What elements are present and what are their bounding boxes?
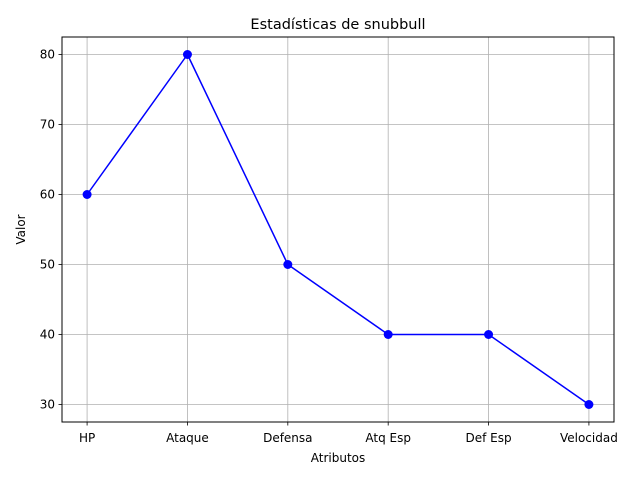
y-tick-label: 60	[40, 188, 55, 202]
series-layer	[82, 50, 594, 409]
x-tick-label: Defensa	[263, 431, 312, 445]
chart-title: Estadísticas de snubbull	[250, 17, 425, 33]
x-tick-label: Atq Esp	[365, 431, 411, 445]
y-tick-label: 70	[40, 118, 55, 132]
data-point-ataque	[182, 50, 192, 59]
data-point-defensa	[283, 260, 293, 269]
x-tick-label: Ataque	[166, 431, 209, 445]
x-axis-label: Atributos	[311, 451, 366, 465]
y-tick-label: 50	[40, 258, 55, 272]
series-line	[86, 53, 590, 406]
y-axis-label: Valor	[14, 214, 28, 244]
data-point-hp	[82, 190, 92, 199]
y-tick-label: 40	[40, 328, 55, 342]
x-tick-label: Def Esp	[465, 431, 511, 445]
x-tick-label: Velocidad	[560, 431, 618, 445]
axis-ticks: HP Ataque Defensa Atq Esp Def Esp Velocidad 30…	[40, 48, 618, 445]
y-tick-label: 30	[40, 398, 55, 412]
grid-lines	[62, 37, 614, 422]
data-point-velocidad	[584, 400, 594, 409]
y-tick-label: 80	[40, 48, 55, 62]
plot-frame	[61, 36, 615, 423]
data-point-atq-esp	[383, 330, 393, 339]
x-tick-label: HP	[79, 431, 95, 445]
data-point-def-esp	[484, 330, 494, 339]
